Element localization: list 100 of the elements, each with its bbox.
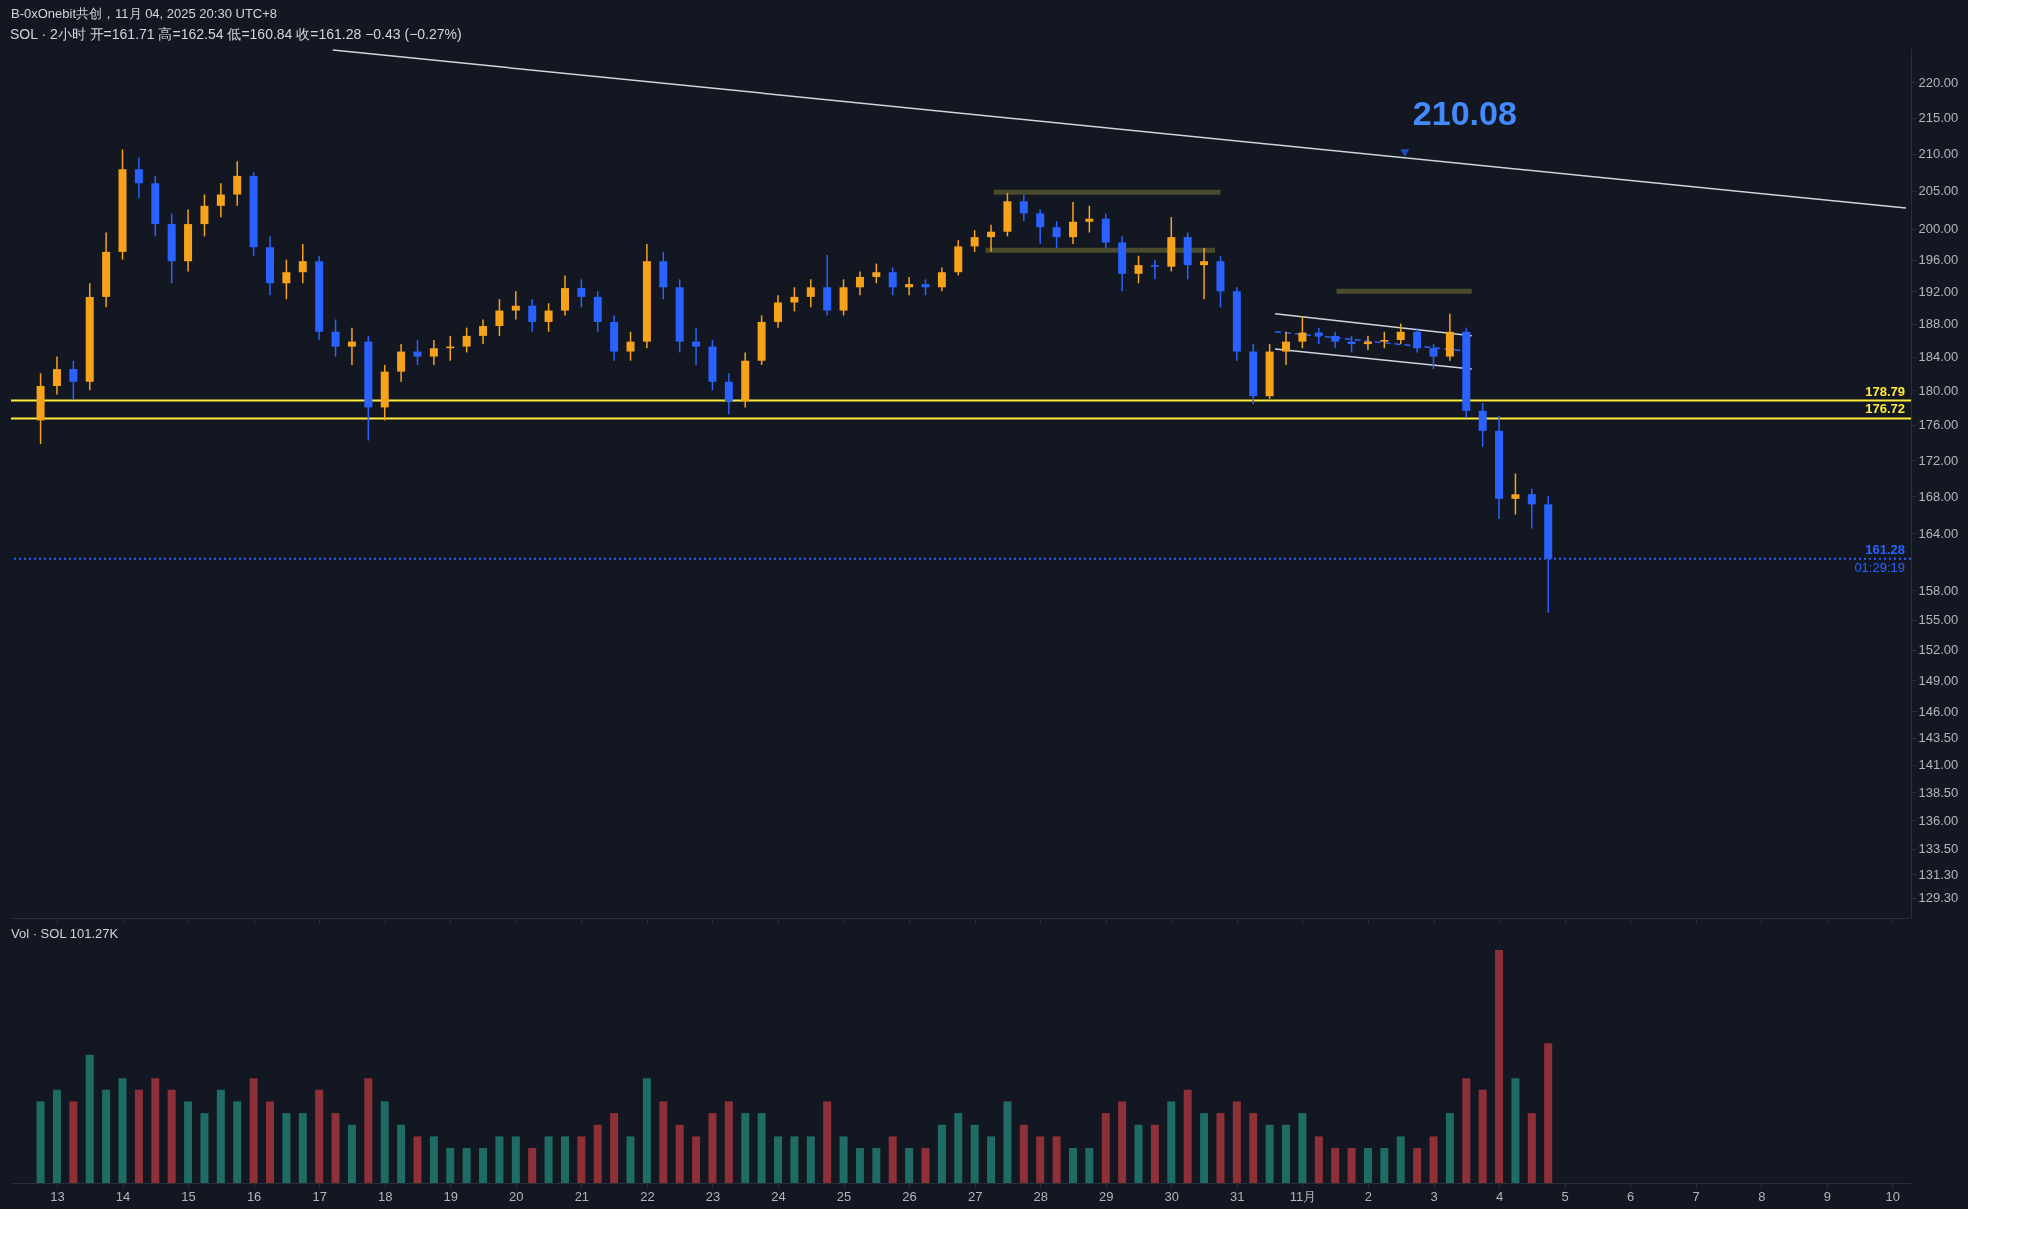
x-tick-label: 22 (640, 1188, 655, 1204)
candlestick (888, 266, 897, 297)
x-tick-label: 11月 (1289, 1188, 1317, 1204)
bar (1118, 1101, 1127, 1183)
candlestick (1134, 254, 1143, 285)
candlestick (233, 160, 242, 207)
bar (1396, 1136, 1405, 1183)
bar (1478, 1089, 1487, 1183)
candlestick (1052, 220, 1061, 249)
bar (626, 1136, 635, 1183)
bar (1511, 1078, 1520, 1183)
x-tick-label: 23 (705, 1188, 721, 1204)
bar (1527, 1113, 1536, 1183)
bar (249, 1078, 258, 1183)
bar (528, 1148, 537, 1183)
candlestick (1036, 208, 1045, 245)
x-tick-label: 15 (181, 1188, 196, 1204)
bar (1298, 1113, 1307, 1183)
bar (692, 1136, 701, 1183)
x-tick-label: 13 (50, 1188, 65, 1204)
bar (1036, 1136, 1045, 1183)
bar (52, 1089, 61, 1183)
bar (184, 1101, 193, 1183)
bar (1052, 1136, 1061, 1183)
candlestick (774, 294, 783, 329)
bar (610, 1113, 619, 1183)
candlestick (626, 331, 635, 362)
bar (266, 1101, 274, 1183)
y-tick-label: 155.00 (1918, 612, 1959, 628)
bar (774, 1136, 783, 1183)
bar (1495, 949, 1504, 1183)
candlestick (1478, 402, 1487, 448)
y-tick-label: 146.00 (1918, 703, 1959, 719)
x-tick-label: 14 (115, 1188, 131, 1204)
candlestick (282, 258, 291, 301)
x-tick-label: 17 (312, 1188, 327, 1204)
bar (200, 1113, 209, 1183)
bar (970, 1124, 979, 1183)
y-tick-label: 143.50 (1918, 730, 1959, 746)
bar (855, 1148, 864, 1183)
candlestick (839, 278, 848, 317)
bar (1232, 1101, 1241, 1183)
x-tick-label: 27 (967, 1188, 983, 1204)
candlestick (806, 278, 815, 309)
candlestick (331, 318, 340, 358)
candlestick (1413, 326, 1422, 354)
candlestick (577, 278, 586, 309)
bar (724, 1101, 733, 1183)
y-tick-label: 184.00 (1918, 349, 1959, 365)
bar (921, 1148, 930, 1183)
candlestick (987, 224, 996, 253)
bar (1003, 1101, 1012, 1183)
candlestick (69, 359, 78, 401)
candlestick (347, 326, 356, 366)
bar (1331, 1148, 1340, 1183)
bar (429, 1136, 438, 1183)
x-tick-label: 26 (902, 1188, 917, 1204)
bar (102, 1089, 111, 1183)
y-tick-label: 192.00 (1918, 283, 1959, 299)
bar (642, 1078, 651, 1183)
y-tick-label: 200.00 (1918, 221, 1959, 237)
x-tick-label: 24 (771, 1188, 786, 1204)
bar (790, 1136, 799, 1183)
y-tick-label: 133.50 (1918, 841, 1959, 857)
bar (1429, 1136, 1438, 1183)
bar (446, 1148, 455, 1183)
bar (151, 1078, 160, 1183)
bar (1314, 1136, 1323, 1183)
y-tick-label: 152.00 (1918, 642, 1959, 658)
x-tick-label: 7 (1692, 1188, 1700, 1204)
candlestick (724, 372, 733, 416)
y-tick-label: 188.00 (1918, 316, 1959, 332)
bar (1134, 1124, 1143, 1183)
bar (413, 1136, 422, 1183)
candlestick (1527, 488, 1536, 530)
bar (1216, 1113, 1225, 1183)
candlestick (905, 276, 914, 297)
bar (659, 1101, 668, 1183)
candlestick (462, 326, 471, 354)
x-tick-label: 9 (1823, 1188, 1831, 1204)
bar (1249, 1113, 1258, 1183)
y-tick-label: 168.00 (1918, 488, 1959, 504)
x-tick-label: 29 (1099, 1188, 1114, 1204)
y-tick-label: 196.00 (1918, 252, 1959, 268)
bar (134, 1089, 143, 1183)
bar (1101, 1113, 1110, 1183)
bar (1183, 1089, 1192, 1183)
bar (1363, 1148, 1372, 1183)
candlestick (1396, 322, 1405, 345)
bar (69, 1101, 78, 1183)
bar (1282, 1124, 1291, 1183)
x-tick-label: 25 (836, 1188, 852, 1204)
candlestick (823, 254, 832, 317)
bar (315, 1089, 324, 1183)
bar (1413, 1148, 1422, 1183)
candlestick (1282, 331, 1291, 366)
x-tick-label: 5 (1561, 1188, 1569, 1204)
candlestick (200, 193, 209, 238)
bar (1019, 1124, 1028, 1183)
y-tick-label: 158.00 (1918, 582, 1959, 598)
